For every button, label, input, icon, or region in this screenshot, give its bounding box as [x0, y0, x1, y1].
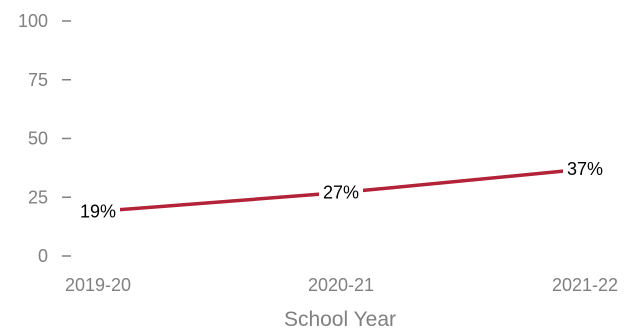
data-label-group: 37%: [563, 158, 607, 181]
data-label-background: [563, 158, 607, 181]
data-label: 27%: [323, 183, 359, 203]
data-label: 19%: [80, 201, 116, 221]
data-label-background: [319, 181, 363, 204]
data-label-group: 19%: [76, 200, 120, 223]
x-tick-label: 2019-20: [65, 275, 131, 295]
x-tick-label: 2020-21: [308, 275, 374, 295]
y-tick-label: 0: [38, 246, 48, 266]
y-tick-label: 75: [28, 70, 48, 90]
y-tick-label: 100: [18, 11, 48, 31]
x-axis-ticks: 2019-20 2020-21 2021-22: [65, 275, 618, 295]
x-axis-title: School Year: [284, 308, 396, 331]
y-axis-ticks: 0 25 50 75 100: [18, 11, 71, 266]
y-tick-label: 25: [28, 187, 48, 207]
y-tick-label: 50: [28, 129, 48, 149]
x-tick-label: 2021-22: [552, 275, 618, 295]
data-label-group: 27%: [319, 181, 363, 204]
data-labels: 19% 27% 37%: [76, 158, 607, 223]
data-label: 37%: [567, 159, 603, 179]
data-label-background: [76, 200, 120, 223]
